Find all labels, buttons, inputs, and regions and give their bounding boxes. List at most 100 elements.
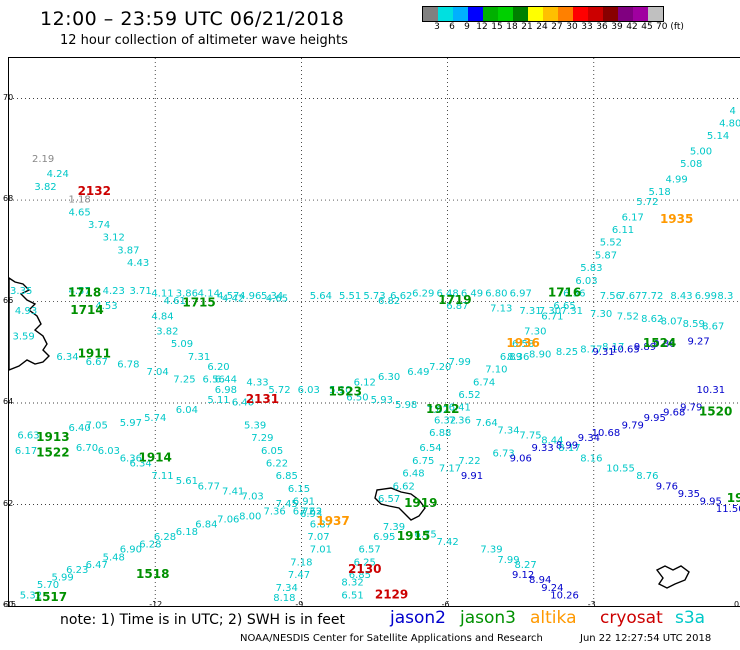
wave-height-value: 6.23 xyxy=(66,565,88,576)
wave-height-value: 8.00 xyxy=(239,512,261,523)
pass-time-label: 1520 xyxy=(699,405,732,419)
wave-height-value: 9.34 xyxy=(578,433,600,444)
wave-height-value: 5.72 xyxy=(636,197,658,208)
legend-s3a: s3a xyxy=(675,608,706,628)
wave-height-value: 6.34 xyxy=(129,458,151,469)
colorbar-swatch xyxy=(573,7,588,21)
wave-height-value: 5.18 xyxy=(648,187,670,198)
wave-height-value: 5.64 xyxy=(310,291,332,302)
colorbar-label: 3 xyxy=(434,22,440,32)
wave-height-value: 6.49 xyxy=(461,288,483,299)
wave-height-value: 7.13 xyxy=(490,304,512,315)
wave-height-value: 5.51 xyxy=(339,291,361,302)
wave-height-value: 7.18 xyxy=(290,557,312,568)
wave-height-value: 5.74 xyxy=(144,413,166,424)
colorbar-label: 45 xyxy=(641,22,653,32)
pass-time-label: 2131 xyxy=(246,392,279,406)
wave-height-value: 6.36 xyxy=(120,453,142,464)
pass-time-label: 1936 xyxy=(506,336,539,350)
wave-height-value: 6.04 xyxy=(176,405,198,416)
lat-tick-label: 68 xyxy=(3,194,14,204)
wave-height-value: 6.17 xyxy=(15,446,37,457)
wave-height-value: 6.82 xyxy=(378,296,400,307)
wave-height-value: 4.57 xyxy=(69,286,91,297)
wave-height-value: 7.62 xyxy=(300,507,322,518)
wave-height-value: 7.99 xyxy=(497,555,519,566)
wave-height-value: 4.57 xyxy=(217,291,239,302)
pass-time-label: 1935 xyxy=(660,212,693,226)
pass-time-label: 1719 xyxy=(438,293,471,307)
lat-tick-label: 60 xyxy=(3,600,14,609)
wave-height-value: 7.41 xyxy=(222,486,244,497)
wave-height-value: 6.91 xyxy=(293,497,315,508)
colorbar-swatch xyxy=(468,7,483,21)
wave-height-value: 9.79 xyxy=(622,420,644,431)
wave-height-value: 8.36 xyxy=(507,352,529,363)
wave-height-value: 6.85 xyxy=(276,471,298,482)
wave-height-value: 6.71 xyxy=(541,311,563,322)
wave-height-value: 7.06 xyxy=(217,514,239,525)
wave-height-value: 6.72 xyxy=(293,507,315,518)
pass-time-label: 1522 xyxy=(36,445,69,459)
wave-height-value: 7.31 xyxy=(188,352,210,363)
wave-height-value: 5.99 xyxy=(51,573,73,584)
lon-tick-label: -15 xyxy=(3,600,17,609)
wave-height-value: 6.54 xyxy=(419,443,441,454)
wave-height-value: 4.65 xyxy=(69,207,91,218)
wave-height-value: 7.29 xyxy=(251,433,273,444)
wave-height-value: 10.55 xyxy=(606,464,635,475)
footer-timestamp: Jun 22 12:27:54 UTC 2018 xyxy=(580,633,712,644)
wave-height-value: 4.43 xyxy=(127,258,149,269)
wave-height-value: 10.65 xyxy=(611,344,640,355)
wave-height-value: 8.07 xyxy=(661,316,683,327)
colorbar-label: 33 xyxy=(581,22,593,32)
wave-height-value: 4.65 xyxy=(266,294,288,305)
wave-height-value: 6.30 xyxy=(378,372,400,383)
wave-height-value: 5.98 xyxy=(395,400,417,411)
pass-time-label: 1915 xyxy=(397,529,430,543)
colorbar-swatch xyxy=(528,7,543,21)
wave-height-value: 6.47 xyxy=(86,560,108,571)
wave-height-value: 6.85 xyxy=(349,570,371,581)
wave-height-value: 6.36 xyxy=(563,288,585,299)
wave-height-value: 5.09 xyxy=(171,339,193,350)
legend-jason3: jason3 xyxy=(460,608,516,628)
wave-height-value: 7.34 xyxy=(276,583,298,594)
wave-height-value: 6.62 xyxy=(393,481,415,492)
colorbar-label: 39 xyxy=(611,22,623,32)
wave-height-value: 7.02 xyxy=(427,405,449,416)
wave-height-value: 7.30 xyxy=(590,309,612,320)
wave-height-value: 9.89 xyxy=(634,342,656,353)
colorbar-swatch xyxy=(543,7,558,21)
wave-height-value: 6.20 xyxy=(207,362,229,373)
wave-height-value: 7.31 xyxy=(561,306,583,317)
wave-height-value: 5.32 xyxy=(20,590,42,601)
wave-height-value: 8.67 xyxy=(702,321,724,332)
colorbar-swatch xyxy=(558,7,573,21)
wave-height-value: 6.70 xyxy=(76,443,98,454)
wave-height-value: 1.18 xyxy=(69,195,91,206)
wave-height-value: 8.99 xyxy=(556,441,578,452)
wave-height-value: 5.00 xyxy=(690,146,712,157)
wave-height-value: 7.36 xyxy=(263,507,285,518)
wave-height-value: 7.72 xyxy=(641,291,663,302)
faroe-islands xyxy=(374,487,426,521)
wave-height-value: 8.16 xyxy=(580,453,602,464)
wave-height-value: 7.30 xyxy=(524,327,546,338)
wave-height-value: 8.62 xyxy=(641,314,663,325)
colorbar-labels: 3 6 9 12 15 18 21 24 27 30 33 36 39 42 45 70 (ft) xyxy=(422,22,740,36)
pass-time-label: 1911 xyxy=(78,346,111,360)
pass-time-label: 1937 xyxy=(316,514,349,528)
wave-height-value: 6.15 xyxy=(288,484,310,495)
wave-height-value: 4.33 xyxy=(246,377,268,388)
wave-height-value: 9.76 xyxy=(656,481,678,492)
pass-time-label: 1524 xyxy=(643,336,676,350)
lon-tick-label: 0 xyxy=(734,600,740,609)
wave-height-value: 7.04 xyxy=(147,367,169,378)
wave-height-colorbar xyxy=(422,6,664,22)
wave-height-value: 5.72 xyxy=(268,385,290,396)
lon-tick-label: -6 xyxy=(441,600,450,609)
wave-height-value: 3.12 xyxy=(103,233,125,244)
wave-height-value: 8.94 xyxy=(529,575,551,586)
colorbar-swatch xyxy=(438,7,453,21)
